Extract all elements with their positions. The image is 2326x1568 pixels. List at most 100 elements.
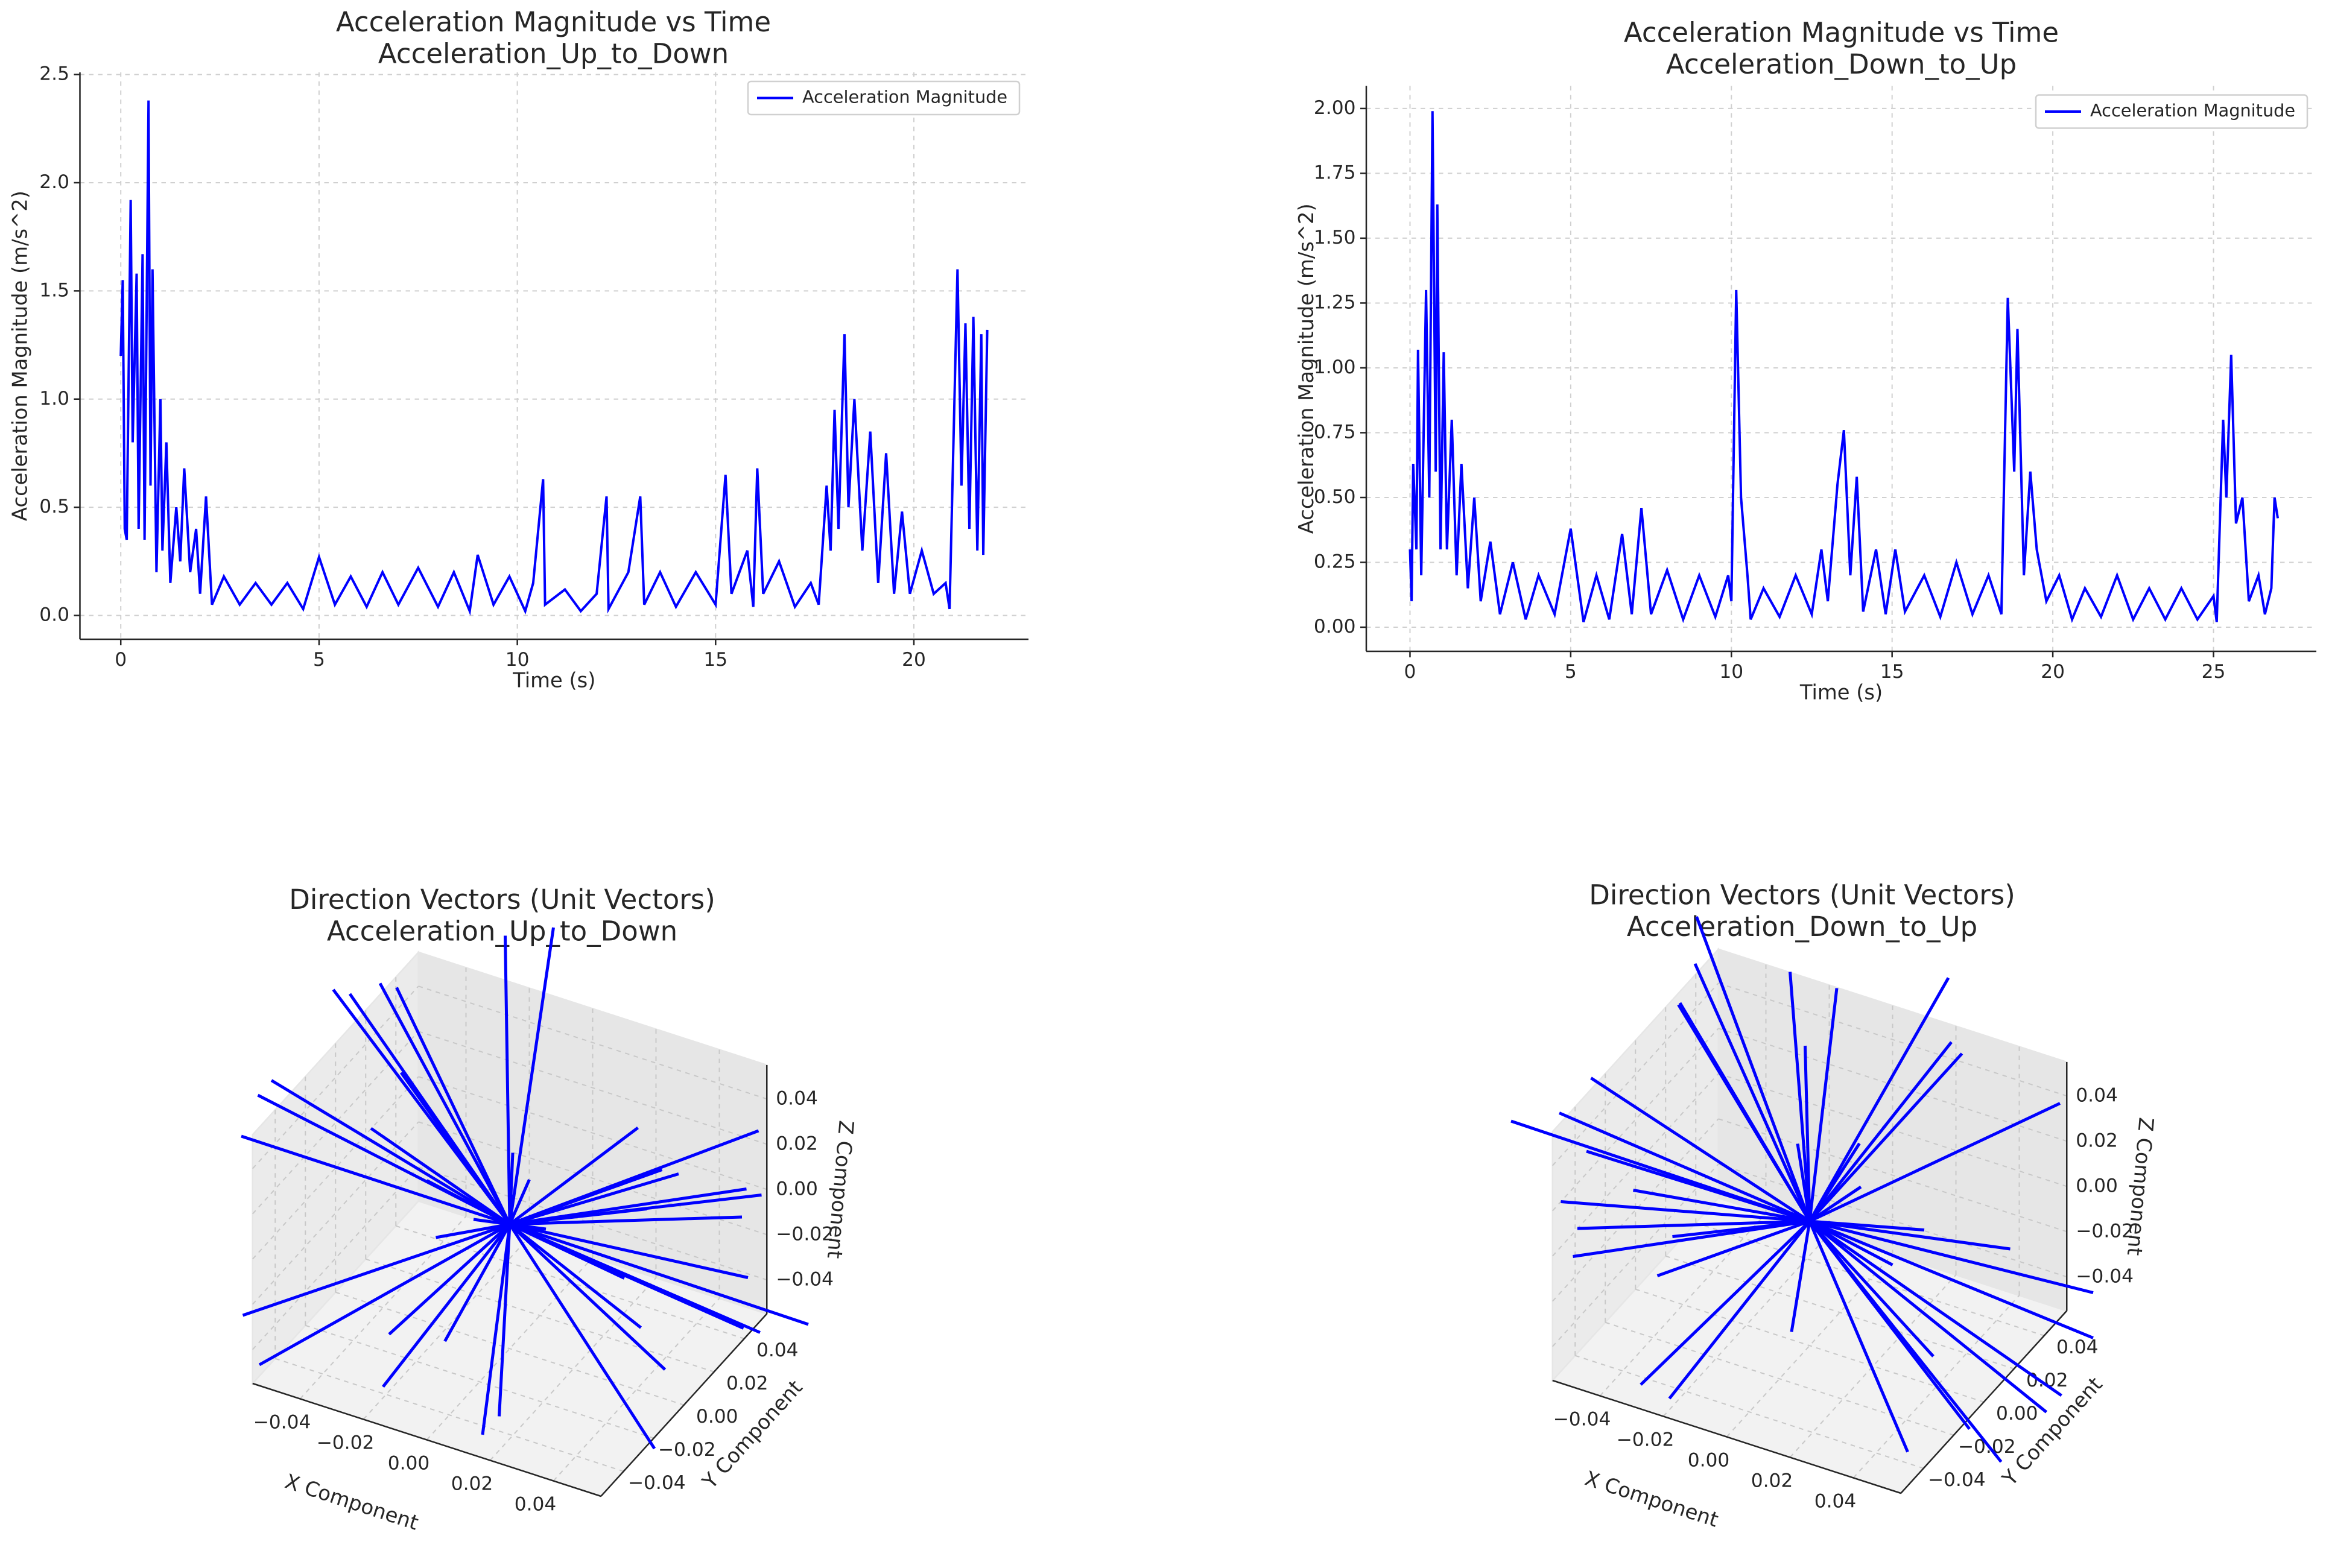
- grid-line: [1635, 1288, 1985, 1403]
- y-tick-label: −0.04: [628, 1472, 686, 1494]
- x-tick-label: 15: [703, 649, 727, 671]
- direction-vector: [382, 1223, 511, 1388]
- direction-vector: [1590, 1076, 1811, 1223]
- y-axis: [600, 1313, 768, 1497]
- direction-vector: [481, 1224, 512, 1435]
- grid-line: [418, 1166, 767, 1281]
- legend-label: Acceleration Magnitude: [802, 87, 1007, 107]
- z-tick-label: −0.04: [776, 1268, 834, 1290]
- y-tick-label: 2.00: [1314, 97, 1356, 119]
- direction-vector: [1633, 1189, 1810, 1223]
- legend-box: [747, 80, 1021, 116]
- direction-vector: [1561, 1200, 1810, 1223]
- x-tick-label: −0.02: [317, 1432, 375, 1454]
- y-tick-label: 0.50: [1314, 486, 1356, 508]
- x-tick-label: 0: [115, 649, 127, 671]
- grid-line: [418, 1031, 767, 1145]
- direction-vector: [395, 987, 512, 1225]
- z-tick-label: 0.00: [776, 1178, 818, 1200]
- direction-vector: [1789, 972, 1811, 1222]
- direction-vector: [241, 1134, 510, 1226]
- x-axis-label: X Component: [1582, 1467, 1722, 1532]
- direction-vector: [508, 927, 555, 1225]
- z-tick-label: 0.02: [2076, 1130, 2118, 1151]
- direction-vector: [1808, 977, 1950, 1222]
- direction-vector: [242, 1222, 510, 1317]
- direction-vector: [258, 1222, 511, 1367]
- direction-vector: [1510, 1119, 1810, 1223]
- x-tick-label: 0: [1404, 661, 1416, 683]
- y-tick-label: 0.04: [756, 1339, 799, 1361]
- direction-vector: [509, 1222, 749, 1279]
- data-line: [119, 100, 989, 616]
- x-tick-label: 20: [2041, 661, 2065, 683]
- y-tick-label: 0.5: [39, 496, 69, 517]
- chart-title: Acceleration Magnitude vs Time: [1624, 17, 2059, 49]
- y-tick-label: 0.00: [1996, 1403, 2038, 1424]
- z-axis-label: Z Component: [823, 1119, 858, 1259]
- direction-vector: [378, 982, 512, 1225]
- y-tick-label: 0.02: [726, 1373, 768, 1394]
- grid-line: [1718, 1118, 2067, 1233]
- x-tick-label: 10: [505, 649, 530, 671]
- grid-line: [418, 985, 767, 1100]
- direction-vector: [509, 1129, 759, 1226]
- grid-line: [1574, 1355, 1924, 1469]
- y-tick-label: −0.02: [658, 1439, 716, 1461]
- direction-vector: [1559, 1111, 1810, 1223]
- y-tick-label: 1.75: [1314, 162, 1356, 183]
- y-tick-label: 1.50: [1314, 227, 1356, 248]
- y-axis-label: Acceleration Magnitude (m/s^2): [1295, 203, 1318, 534]
- direction-vector: [509, 1223, 642, 1329]
- z-tick-label: 0.00: [2076, 1175, 2118, 1197]
- direction-vector: [1668, 1220, 1811, 1400]
- direction-vector: [370, 1127, 511, 1226]
- z-tick-label: −0.04: [2076, 1265, 2134, 1287]
- grid-line: [418, 1076, 767, 1190]
- chart-subtitle: Acceleration_Down_to_Up: [1666, 48, 2017, 80]
- grid-line: [335, 1291, 685, 1406]
- y-tick-label: 0.00: [696, 1406, 738, 1427]
- x-axis: [252, 1382, 601, 1497]
- grid-line: [1718, 1028, 2067, 1142]
- direction-vector: [1790, 1221, 1811, 1332]
- direction-vector: [426, 1179, 511, 1226]
- x-tick-label: 0.02: [451, 1473, 493, 1495]
- y-tick-label: 0.02: [2026, 1370, 2068, 1391]
- grid-line: [418, 1121, 767, 1236]
- grid-line: [1665, 1255, 2015, 1370]
- direction-vector: [509, 1223, 667, 1371]
- x-axis-label: Time (s): [512, 669, 595, 692]
- z-tick-label: 0.02: [776, 1133, 818, 1154]
- legend-label: Acceleration Magnitude: [2090, 100, 2295, 121]
- direction-vector: [1640, 1220, 1811, 1386]
- grid-line: [305, 1324, 654, 1439]
- direction-vector: [509, 1172, 679, 1226]
- x-axis-label: X Component: [282, 1470, 422, 1535]
- x-tick-label: 15: [1880, 661, 1904, 683]
- legend-box: [2035, 94, 2309, 129]
- direction-vector: [388, 1223, 511, 1336]
- direction-vector: [509, 1127, 639, 1225]
- chart-subtitle: Acceleration_Up_to_Down: [327, 915, 677, 947]
- direction-vector: [1677, 1004, 1811, 1222]
- y-tick-label: −0.04: [1928, 1469, 1986, 1491]
- direction-vector: [509, 1222, 761, 1334]
- y-tick-label: −0.02: [1958, 1436, 2016, 1458]
- direction-vector: [1808, 1220, 2048, 1414]
- y-tick-label: 2.5: [39, 63, 69, 85]
- x-tick-label: 0.00: [388, 1453, 430, 1475]
- y-axis: [1900, 1310, 2068, 1494]
- x-tick-label: 0.04: [515, 1494, 557, 1516]
- x-tick-label: 0.02: [1751, 1470, 1793, 1492]
- x-tick-label: −0.04: [253, 1412, 311, 1434]
- y-tick-label: 1.25: [1314, 291, 1356, 313]
- direction-vector: [270, 1079, 511, 1226]
- z-axis-label: Z Component: [2123, 1116, 2158, 1256]
- y-tick-label: 0.0: [39, 604, 69, 626]
- x-tick-label: 20: [902, 649, 926, 671]
- direction-vector: [1809, 1219, 2094, 1294]
- direction-vector: [1808, 1220, 1971, 1430]
- x-tick-label: 5: [1565, 661, 1577, 683]
- y-axis-label: Acceleration Magnitude (m/s^2): [8, 191, 32, 521]
